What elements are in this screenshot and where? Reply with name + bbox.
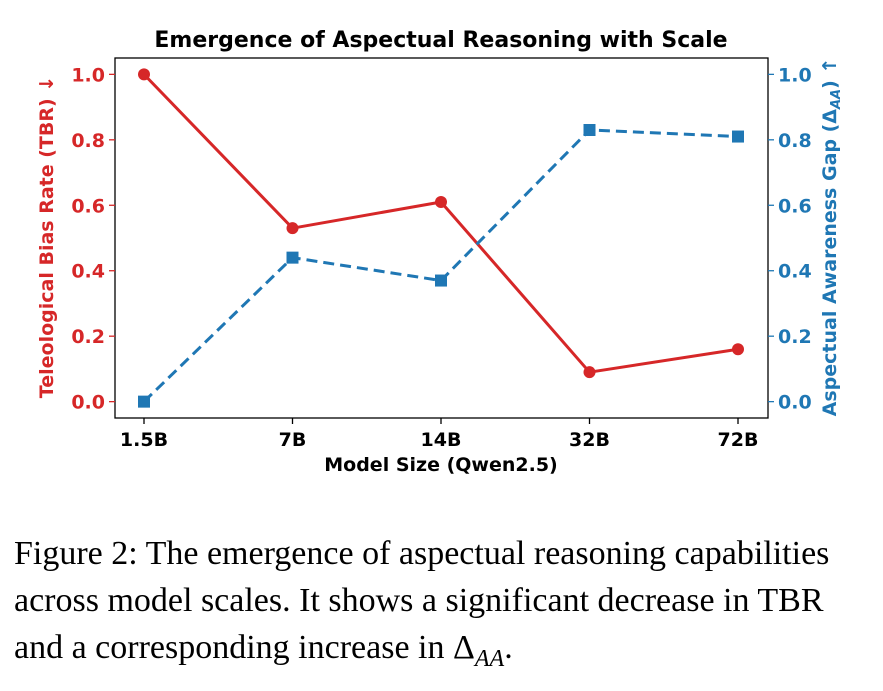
series-1-point bbox=[286, 222, 299, 235]
y-right-tick-label: 0.2 bbox=[778, 326, 812, 348]
y-left-tick-label: 0.6 bbox=[71, 195, 105, 217]
series-2-point bbox=[435, 274, 447, 287]
y-left-tick-label: 1.0 bbox=[71, 64, 105, 86]
x-tick-label: 72B bbox=[718, 429, 759, 451]
series-1-line bbox=[142, 73, 739, 374]
figure-caption: Figure 2: The emergence of aspectual rea… bbox=[14, 530, 874, 683]
chart: Emergence of Aspectual Reasoning with Sc… bbox=[36, 28, 844, 476]
y-right-tick-label: 0.4 bbox=[778, 261, 812, 283]
series-1-point bbox=[138, 68, 150, 81]
y-axis-left-label: Teleological Bias Rate (TBR) ↓ bbox=[36, 76, 58, 398]
x-tick-label: 7B bbox=[279, 429, 307, 451]
caption-delta-symbol: Δ bbox=[453, 629, 475, 666]
y-left-tick-label: 0.8 bbox=[71, 130, 105, 152]
y-right-tick-label: 1.0 bbox=[778, 64, 812, 86]
caption-delta-subscript: AA bbox=[474, 645, 505, 672]
series-2-point bbox=[583, 124, 596, 136]
x-tick-label: 32B bbox=[569, 429, 610, 451]
series-2-point bbox=[138, 395, 150, 408]
y-axis-right-label: Aspectual Awareness Gap (ΔAA) ↑ bbox=[819, 58, 844, 417]
caption-text: Figure 2: The emergence of aspectual rea… bbox=[14, 535, 830, 666]
y-left-tick-label: 0.0 bbox=[71, 392, 105, 414]
y-left-tick-label: 0.2 bbox=[71, 326, 105, 348]
x-tick-label: 1.5B bbox=[120, 429, 168, 451]
series-1-point bbox=[583, 366, 596, 379]
y-right-tick-label: 0.8 bbox=[778, 130, 812, 152]
chart-title: Emergence of Aspectual Reasoning with Sc… bbox=[154, 28, 727, 53]
y-left-tick-label: 0.4 bbox=[71, 261, 105, 283]
plot-area: 1.5B 7B 14B 32B 72B 0.0 0.2 0.4 0.6 0.8 1.0 0.0 0.2 0… bbox=[71, 57, 812, 451]
caption-end: . bbox=[504, 629, 513, 666]
y-right-tick-label: 0.0 bbox=[778, 392, 812, 414]
plot-frame bbox=[114, 57, 769, 419]
series-2-point bbox=[732, 130, 744, 143]
series-2-point bbox=[286, 251, 299, 264]
y-right-tick-label: 0.6 bbox=[778, 195, 812, 217]
series-2-line bbox=[142, 128, 739, 403]
x-axis-label: Model Size (Qwen2.5) bbox=[324, 454, 557, 476]
x-tick-label: 14B bbox=[421, 429, 462, 451]
series-1-point bbox=[435, 196, 447, 208]
series-1-point bbox=[732, 343, 744, 356]
